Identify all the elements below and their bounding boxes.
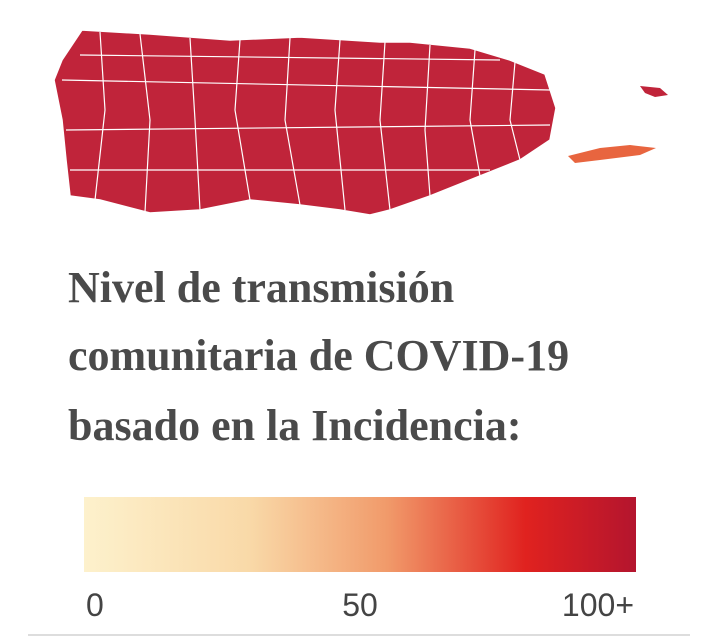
map — [53, 29, 668, 216]
legend-tick-label: 100+ — [562, 587, 634, 623]
title-line: comunitaria de COVID-19 — [68, 331, 569, 380]
color-scale — [84, 497, 636, 572]
municipal-borders — [61, 31, 551, 213]
legend-tick-label: 0 — [86, 587, 104, 623]
main-island — [53, 29, 557, 216]
vieques — [568, 145, 656, 163]
legend-tick-label: 50 — [342, 587, 378, 623]
title-line: Nivel de transmisión — [68, 263, 454, 312]
culebra — [640, 86, 668, 97]
title-line: basado en la Incidencia: — [68, 401, 522, 450]
